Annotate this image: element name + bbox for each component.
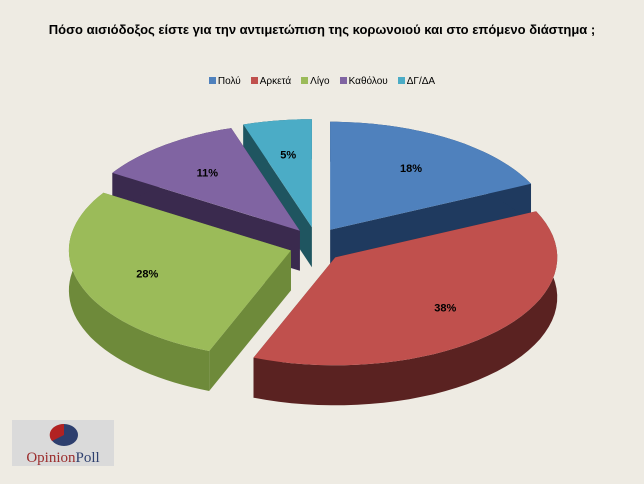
pie-slice-wall	[253, 211, 558, 406]
pie-slice-Καθόλου	[112, 128, 300, 231]
pie-slice-Λίγο	[68, 192, 291, 351]
opinionpoll-logo: OpinionPoll	[12, 420, 114, 466]
legend-item: Καθόλου	[339, 76, 388, 87]
legend-label: Λίγο	[310, 76, 330, 87]
pie-slice-Αρκετά	[253, 211, 558, 366]
data-label: 11%	[197, 168, 219, 180]
data-label: 18%	[400, 163, 422, 175]
legend-label: ΔΓ/ΔΑ	[406, 76, 436, 87]
pie-slice-side	[209, 250, 291, 391]
legend-label: Πολύ	[217, 76, 241, 87]
legend-item: Αρκετά	[250, 76, 292, 87]
legend-swatch	[339, 77, 347, 84]
legend-item: Λίγο	[301, 76, 330, 87]
legend: Πολύ Αρκετά Λίγο Καθόλου ΔΓ/ΔΑ	[0, 76, 644, 87]
svg-text:OpinionPoll: OpinionPoll	[26, 450, 99, 466]
data-label: 38%	[434, 303, 456, 315]
pie-slice-wall	[68, 192, 210, 391]
legend-swatch	[397, 77, 405, 84]
chart-title: Πόσο αισιόδοξος είστε για την αντιμετώπι…	[48, 22, 596, 37]
pie-slice-ΔΓ/ΔΑ	[243, 119, 312, 228]
legend-item: ΔΓ/ΔΑ	[397, 76, 436, 87]
legend-label: Καθόλου	[348, 76, 388, 87]
data-label: 28%	[136, 268, 158, 280]
legend-swatch	[301, 77, 309, 84]
legend-label: Αρκετά	[259, 76, 292, 87]
data-label: 5%	[280, 150, 296, 162]
legend-swatch	[208, 77, 216, 84]
legend-item: Πολύ	[208, 76, 241, 87]
pie-slice-Πολύ	[330, 121, 531, 230]
legend-swatch	[250, 77, 258, 84]
